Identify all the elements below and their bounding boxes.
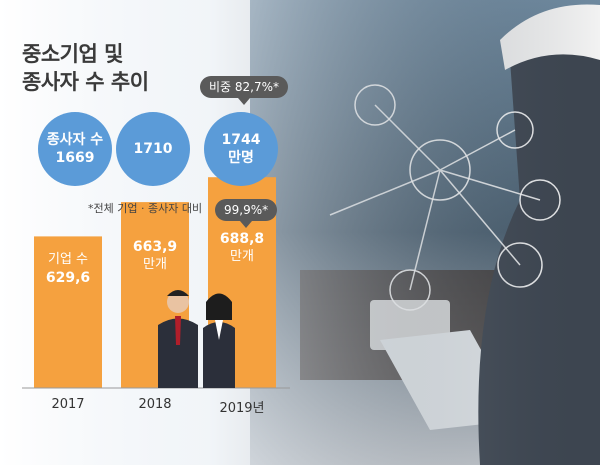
chart-title: 중소기업 및 종사자 수 추이	[22, 40, 149, 96]
x-tick-2019: 2019년	[219, 401, 265, 416]
share-badge-employees: 비중 82,7%*	[200, 76, 289, 105]
employee-circle-2017: 종사자 수 1669	[38, 112, 112, 186]
employee-value-2019: 1744	[221, 132, 261, 148]
title-line-1: 중소기업 및	[22, 42, 123, 66]
bar-2017	[34, 236, 102, 388]
employee-unit: 만명	[228, 150, 254, 166]
x-tick-2017: 2017	[51, 397, 85, 412]
businessman-figure	[158, 290, 198, 388]
company-value-2018: 663,9	[132, 239, 178, 255]
x-tick-2018: 2018	[138, 397, 172, 412]
bar-label-2018: 663,9 만개	[121, 238, 189, 274]
bar-label-2017: 기업 수 629,6	[34, 251, 102, 287]
employee-label: 종사자 수	[46, 132, 104, 148]
employee-circle-2018: 1710	[116, 112, 190, 186]
bar-label-2019: 688,8 만개	[208, 230, 276, 266]
employee-value-2018: 1710	[133, 141, 173, 157]
share-badge-companies: 99,9%*	[215, 199, 278, 228]
employee-value-2017: 1669	[55, 150, 95, 166]
company-unit-2019: 만개	[230, 249, 254, 264]
company-value-2019: 688,8	[219, 231, 265, 247]
company-value-2017: 629,6	[45, 270, 91, 286]
footnote: *전체 기업 · 종사자 대비	[88, 202, 203, 215]
company-label: 기업 수	[47, 252, 88, 267]
title-line-2: 종사자 수 추이	[22, 70, 149, 94]
company-unit-2018: 만개	[143, 257, 167, 272]
businesswoman-figure	[203, 293, 235, 388]
employee-circle-2019: 1744 만명	[204, 112, 278, 186]
